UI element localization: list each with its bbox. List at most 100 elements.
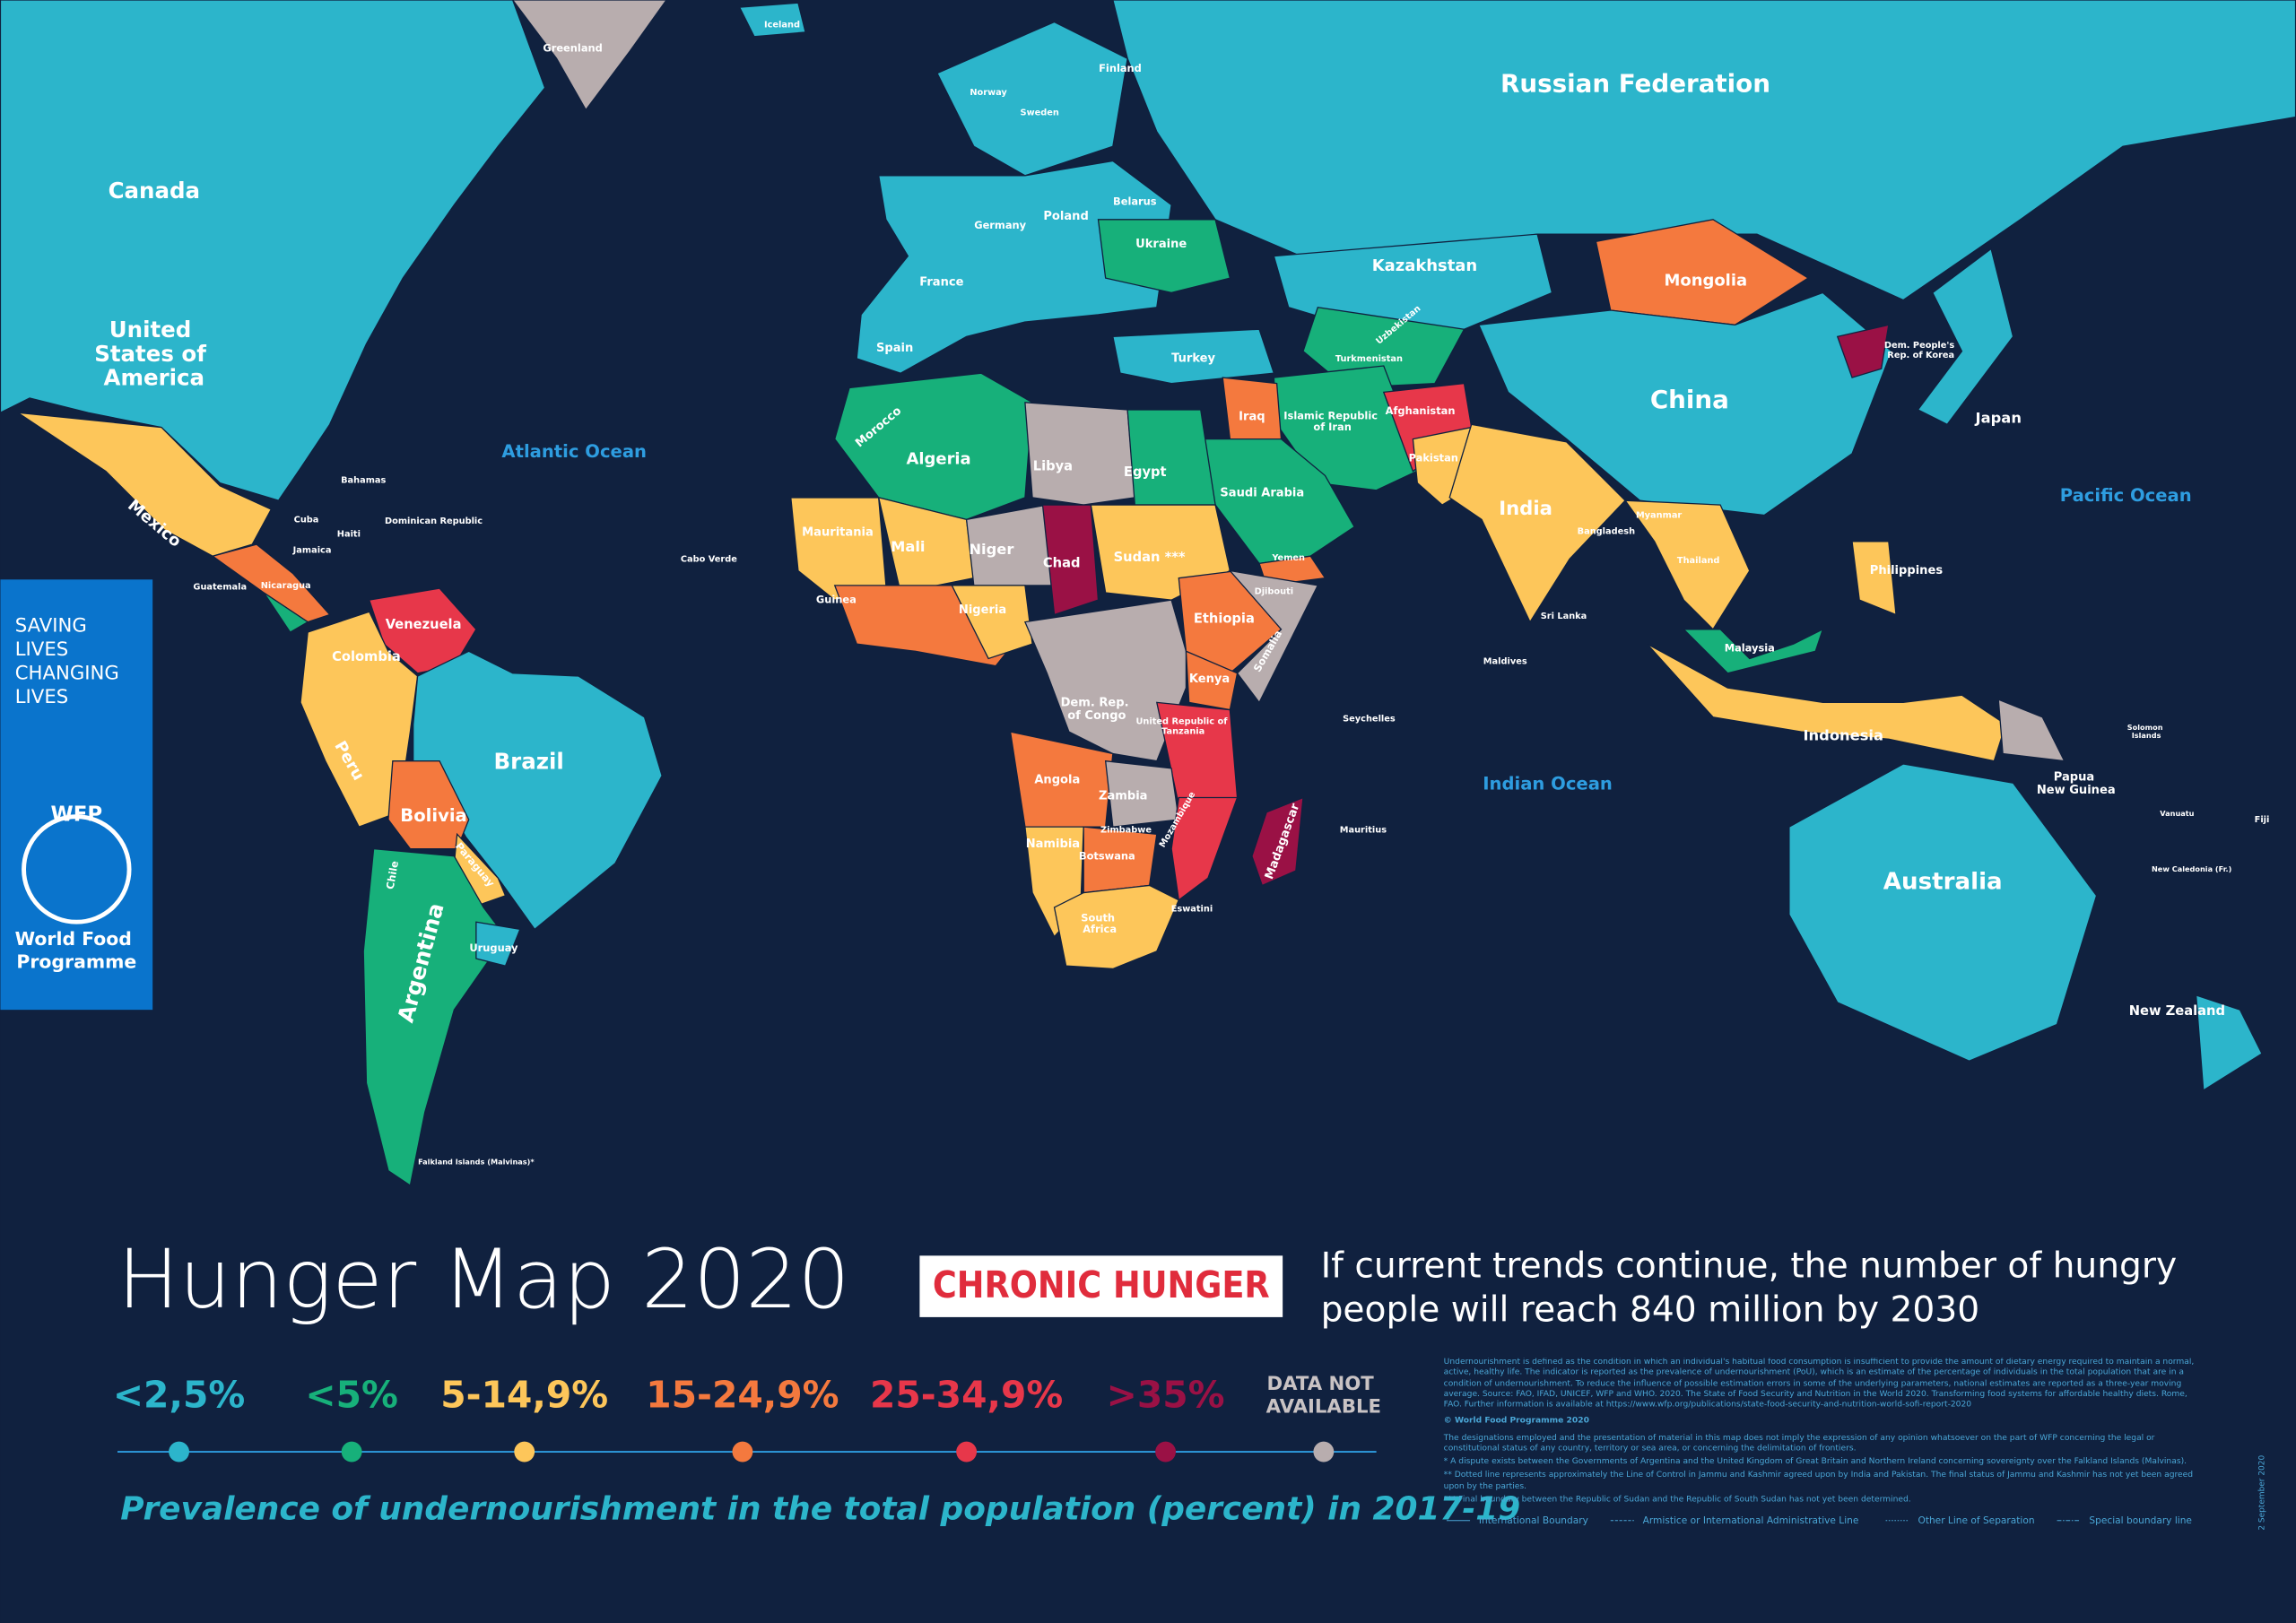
logo-text: WFP — [51, 803, 103, 827]
country-shape — [856, 160, 1172, 374]
logo-emblem — [22, 814, 132, 924]
country-label: Namibia — [1026, 838, 1080, 851]
country-label: India — [1499, 498, 1552, 520]
legend-dot — [1313, 1441, 1335, 1462]
country-label: Solomon Islands — [2127, 723, 2166, 740]
legend-dot — [1155, 1441, 1177, 1462]
country-label: Colombia — [332, 649, 401, 664]
country-shape — [1477, 291, 1892, 516]
country-label: Sweden — [1021, 108, 1059, 118]
country-shape — [511, 0, 667, 111]
country-label: Finland — [1099, 62, 1142, 74]
legend-label: 15-24,9% — [646, 1374, 839, 1417]
country-label: Falkland Islands (Malvinas)* — [418, 1157, 535, 1166]
country-shape — [738, 2, 806, 38]
country-label: Eswatini — [1171, 905, 1213, 915]
legend-label: DATA NOT AVAILABLE — [1266, 1373, 1381, 1418]
tagline: SAVING LIVES CHANGING LIVES — [15, 615, 126, 709]
country-shape — [1228, 569, 1319, 704]
country-label: Australia — [1883, 869, 2003, 896]
country-label: South Africa — [1081, 911, 1118, 935]
country-label: Djibouti — [1255, 586, 1294, 596]
notes-text: Undernourishment is defined as the condi… — [1444, 1358, 2208, 1505]
country-label: Fiji — [2255, 815, 2270, 825]
country-label: Haiti — [337, 530, 361, 540]
country-label: Maldives — [1483, 657, 1527, 667]
country-shape — [1251, 796, 1304, 887]
note: © World Food Programme 2020 — [1443, 1417, 1589, 1427]
country-label: Chile — [384, 860, 401, 890]
badge: CHRONIC HUNGER — [933, 1263, 1270, 1306]
country-shape — [1788, 763, 2098, 1062]
country-label: Kenya — [1189, 673, 1230, 686]
country-label: Sudan *** — [1114, 550, 1186, 565]
country-shape — [362, 847, 507, 1187]
country-label: Greenland — [543, 41, 602, 54]
country-label: Chad — [1043, 555, 1081, 570]
country-shape — [1126, 409, 1216, 506]
country-shape — [1851, 541, 1897, 616]
country-label: Kazakhstan — [1372, 256, 1477, 275]
country-shape — [1222, 377, 1283, 440]
headline: If current trends continue, the number o… — [1321, 1245, 2188, 1330]
country-label: Angola — [1034, 773, 1080, 786]
legend-dot — [169, 1441, 189, 1462]
country-label: Philippines — [1870, 564, 1944, 577]
country-label: Germany — [974, 219, 1026, 231]
country-label: Zambia — [1099, 789, 1147, 803]
country-label: Iraq — [1239, 411, 1265, 424]
country-shape — [1917, 247, 2014, 426]
country-label: Dem. People's Rep. of Korea — [1884, 341, 1958, 360]
legend: <2,5% <5% 5-14,9% 15-24,9% 25-34,9% >35% DATA … — [113, 1373, 1381, 1462]
country-label: Poland — [1043, 210, 1088, 223]
line-type-label: Special boundary line — [2089, 1515, 2192, 1526]
country-shape — [1170, 796, 1239, 901]
country-shape — [17, 412, 273, 557]
country-label: Ethiopia — [1194, 611, 1255, 626]
country-label: Nicaragua — [261, 581, 311, 591]
country-label: New Caledonia (Fr.) — [2152, 864, 2232, 873]
legend-label: 25-34,9% — [870, 1374, 1063, 1417]
country-label: Seychelles — [1343, 714, 1396, 724]
country-label: Pakistan — [1409, 451, 1458, 464]
country-label: Bolivia — [400, 805, 466, 826]
country-label: Mongolia — [1665, 271, 1748, 290]
country-shape — [951, 585, 1033, 660]
country-shape — [1448, 423, 1626, 624]
ocean-label: Atlantic Ocean — [501, 441, 647, 462]
country-label: Mauritius — [1340, 825, 1387, 835]
country-label: Botswana — [1079, 849, 1135, 862]
note: Undernourishment is defined as the condi… — [1443, 1358, 2195, 1410]
legend-caption: Prevalence of undernourishment in the to… — [120, 1490, 1520, 1527]
org-name: World Food Programme — [15, 928, 138, 973]
country-label: United Republic of Tanzania — [1135, 717, 1230, 737]
country-label: Guinea — [816, 594, 857, 606]
line-type-label: Other Line of Separation — [1918, 1515, 2034, 1526]
ocean-label: Indian Ocean — [1483, 773, 1613, 794]
country-label: Canada — [109, 178, 200, 204]
country-shape — [1041, 504, 1100, 616]
country-label: Uruguay — [469, 942, 518, 954]
country-label: Yemen — [1271, 553, 1305, 563]
country-label: Spain — [876, 342, 913, 355]
country-label: Jamaica — [292, 546, 332, 556]
country-label: Ukraine — [1135, 238, 1187, 251]
country-label: Myanmar — [1636, 510, 1682, 520]
country-label: Bahamas — [341, 475, 386, 485]
legend-label: <2,5% — [113, 1374, 245, 1417]
country-label: Nigeria — [959, 603, 1006, 617]
line-type-label: International Boundary — [1479, 1515, 1588, 1526]
country-label: Libya — [1033, 459, 1073, 474]
ocean-label: Pacific Ocean — [2060, 485, 2192, 506]
country-label: Cabo Verde — [681, 554, 737, 564]
country-shape — [263, 592, 309, 633]
country-label: Egypt — [1124, 464, 1167, 480]
country-label: Russian Federation — [1500, 69, 1770, 99]
country-label: Niger — [969, 541, 1013, 558]
note: *** Final boundary between the Republic … — [1443, 1495, 1911, 1505]
country-label: Mali — [891, 538, 925, 555]
country-label: Afghanistan — [1386, 404, 1456, 417]
legend-dot — [341, 1441, 362, 1462]
badge-box — [919, 1255, 1283, 1317]
